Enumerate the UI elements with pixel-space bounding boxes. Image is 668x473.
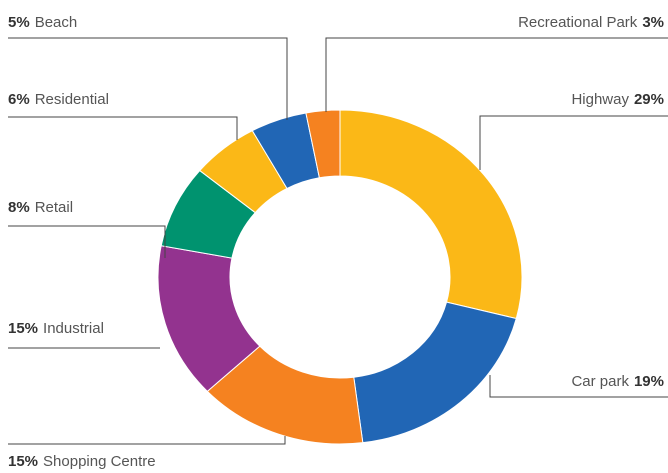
slice-name: Shopping Centre	[43, 453, 156, 470]
slice-percent: 3%	[642, 14, 664, 31]
slice-percent: 19%	[634, 373, 664, 390]
leader-line	[8, 37, 288, 120]
slice-label: Highway 29%	[571, 91, 664, 108]
leader-line	[8, 225, 166, 258]
slice-name: Beach	[35, 14, 78, 31]
slice-percent: 8%	[8, 199, 30, 216]
leader-line	[325, 37, 668, 112]
slice-label: Car park 19%	[571, 373, 664, 390]
slice-percent: 5%	[8, 14, 30, 31]
leader-line	[479, 115, 668, 170]
slice-name: Retail	[35, 199, 73, 216]
slice-label: 15% Industrial	[8, 320, 104, 337]
donut-slice	[305, 109, 341, 179]
slice-label: Recreational Park 3%	[518, 14, 664, 31]
slice-name: Residential	[35, 91, 109, 108]
leader-line	[8, 116, 238, 140]
leader-line	[489, 375, 668, 398]
slice-percent: 29%	[634, 91, 664, 108]
slice-label: 6% Residential	[8, 91, 109, 108]
slice-percent: 15%	[8, 320, 38, 337]
slice-name: Car park	[571, 373, 629, 390]
donut-slice	[353, 301, 517, 444]
slice-name: Recreational Park	[518, 14, 638, 31]
slice-name: Highway	[571, 91, 629, 108]
slice-label: 5% Beach	[8, 14, 77, 31]
leader-line	[8, 436, 286, 445]
slice-label: 15% Shopping Centre	[8, 453, 156, 470]
slice-label: 8% Retail	[8, 199, 73, 216]
donut-slice	[339, 109, 523, 320]
slice-percent: 15%	[8, 453, 38, 470]
slice-name: Industrial	[43, 320, 104, 337]
slice-percent: 6%	[8, 91, 30, 108]
